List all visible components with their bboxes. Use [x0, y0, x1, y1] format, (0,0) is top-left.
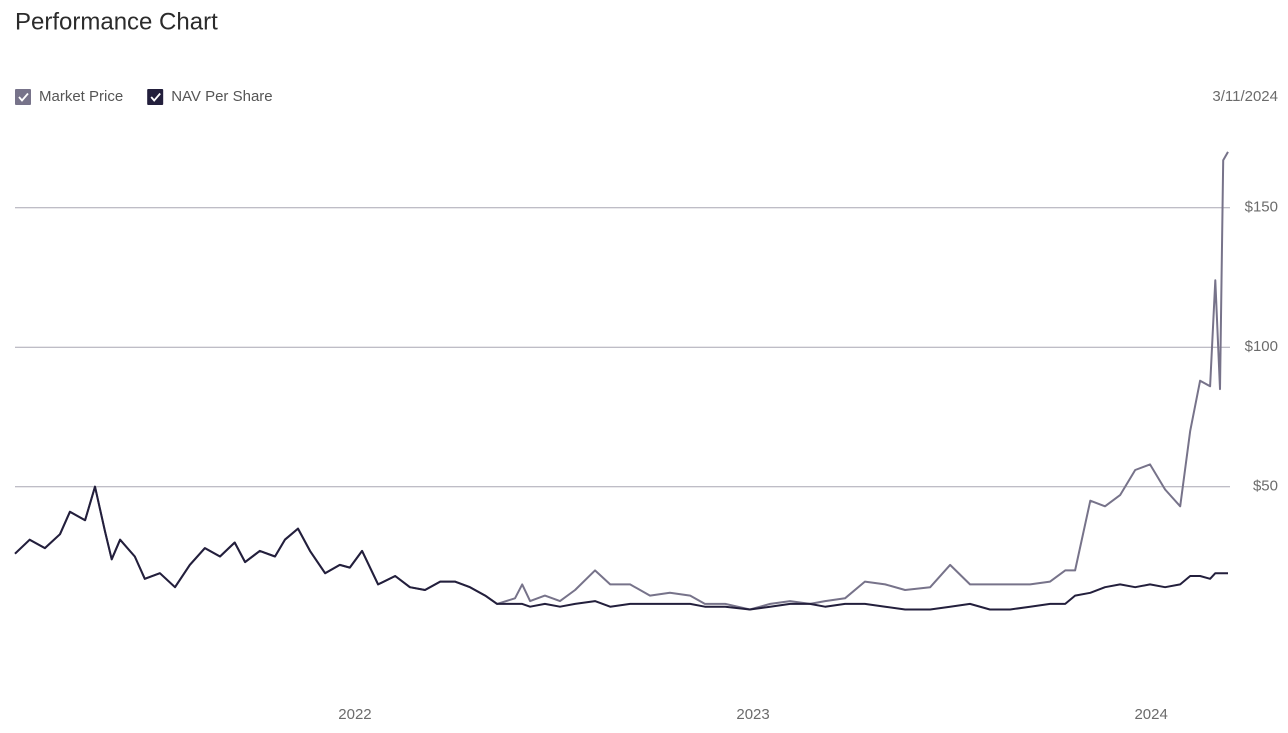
series-line [14, 151, 1229, 611]
series-line [14, 485, 1228, 611]
legend-check [18, 92, 29, 102]
legend-checkbox [15, 89, 31, 105]
legend: Market Price NAV Per Share [15, 88, 273, 105]
grid: $50 $100 $150 2022 2023 2024 [15, 199, 1278, 723]
legend-label: NAV Per Share [171, 88, 272, 105]
legend-check [150, 92, 161, 102]
x-tick-label: 2024 [1134, 706, 1167, 723]
x-tick-label: 2023 [736, 706, 769, 723]
y-tick-label: $100 [1245, 338, 1278, 355]
x-tick-label: 2022 [338, 706, 371, 723]
y-tick-label: $150 [1245, 199, 1278, 216]
legend-checkbox [147, 89, 164, 105]
legend-item[interactable]: NAV Per Share [147, 88, 273, 105]
legend-label: Market Price [39, 88, 123, 105]
lines [14, 151, 1229, 611]
y-tick-label: $50 [1253, 478, 1278, 495]
chart-title: Performance Chart [15, 8, 218, 35]
legend-item[interactable]: Market Price [15, 88, 123, 105]
as-of-date: 3/11/2024 [1212, 88, 1278, 105]
